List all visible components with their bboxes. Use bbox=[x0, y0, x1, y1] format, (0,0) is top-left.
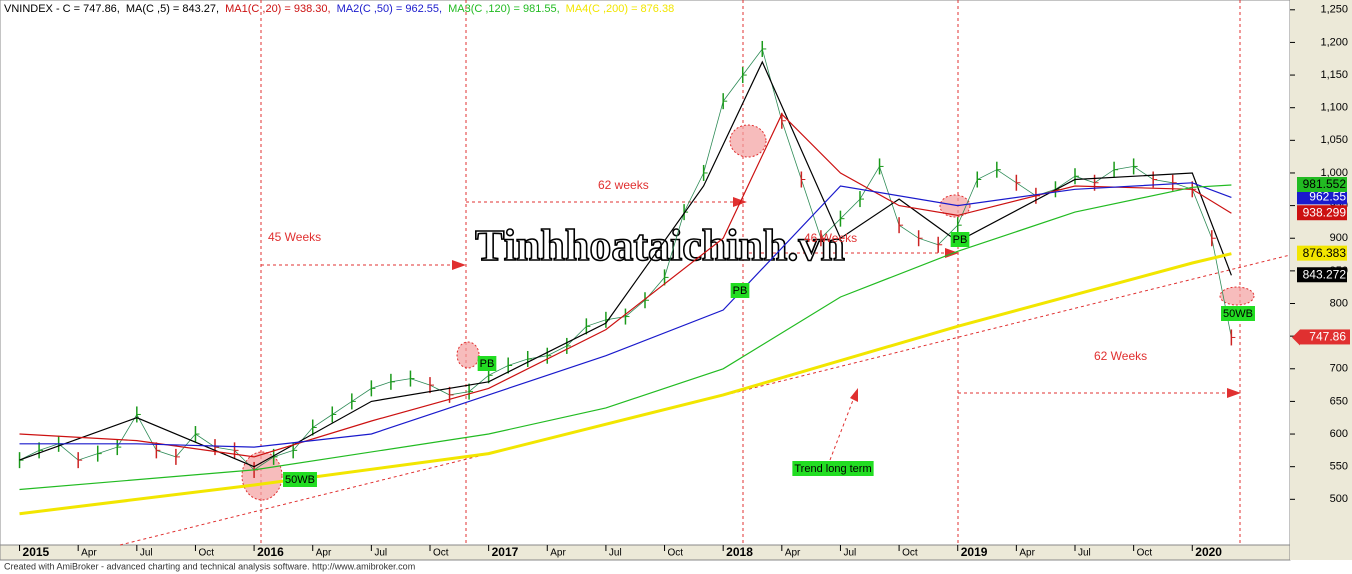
annotation: 50WB bbox=[1223, 308, 1253, 320]
annotation: PB bbox=[480, 358, 495, 370]
x-axis-bar bbox=[0, 544, 1291, 561]
legend-entry: MA1(C ,20) = 938.30, bbox=[225, 3, 330, 15]
x-tick-label: Jul bbox=[140, 548, 153, 559]
annotation: PB bbox=[953, 234, 968, 246]
y-tick-label: 550 bbox=[1330, 461, 1348, 473]
legend-entry: VNINDEX - C = 747.86, bbox=[4, 3, 120, 15]
legend-entry: MA3(C ,120) = 981.55, bbox=[448, 3, 560, 15]
annotation: 62 weeks bbox=[598, 178, 649, 192]
last-value-label: 747.86 bbox=[1309, 330, 1346, 344]
last-value-box bbox=[1297, 189, 1347, 205]
y-tick-label: 800 bbox=[1330, 297, 1348, 309]
y-tick-label: 1,000 bbox=[1320, 167, 1348, 179]
y-tick-label: 1,100 bbox=[1320, 102, 1348, 114]
x-tick-label: Oct bbox=[902, 548, 918, 559]
y-tick-label: 1,200 bbox=[1320, 36, 1348, 48]
annotation: 45 Weeks bbox=[268, 230, 321, 244]
last-value-box bbox=[1297, 177, 1347, 193]
x-tick-label: Oct bbox=[433, 548, 449, 559]
last-value-box bbox=[1297, 245, 1347, 261]
annotation: 46 Weeks bbox=[804, 231, 857, 245]
x-tick-label: Jul bbox=[1078, 548, 1091, 559]
annotation: 50WB bbox=[285, 474, 315, 486]
series-line bbox=[19, 184, 1232, 491]
x-tick-label: Jul bbox=[609, 548, 622, 559]
x-tick-label: Jul bbox=[843, 548, 856, 559]
last-value-box bbox=[1297, 267, 1347, 283]
x-tick-label: Apr bbox=[1019, 548, 1035, 559]
annotation: PB bbox=[733, 285, 748, 297]
series-line bbox=[19, 113, 1232, 458]
last-value-label: 962.55 bbox=[1309, 190, 1346, 204]
y-tick-label: 1,050 bbox=[1320, 134, 1348, 146]
annotation-box bbox=[1221, 306, 1255, 321]
annotation-box bbox=[792, 461, 874, 476]
legend-entry: MA4(C ,200) = 876.38 bbox=[566, 3, 675, 15]
annotation: Trend long term bbox=[794, 463, 871, 475]
x-tick-label: Oct bbox=[668, 548, 684, 559]
header: VNINDEX - C = 747.86, MA(C ,5) = 843.27, M… bbox=[4, 3, 674, 15]
series-line bbox=[19, 252, 1232, 516]
annotation: 62 Weeks bbox=[1094, 349, 1147, 363]
x-tick-label: 2019 bbox=[961, 545, 988, 559]
y-tick-label: 500 bbox=[1330, 493, 1348, 505]
annotation-box bbox=[730, 283, 750, 298]
series-line bbox=[19, 60, 1232, 468]
y-tick-label: 1,250 bbox=[1320, 4, 1348, 16]
x-tick-label: Apr bbox=[81, 548, 97, 559]
watermark: Tinhhoataichinh.vn bbox=[475, 221, 845, 270]
x-tick-label: Apr bbox=[785, 548, 801, 559]
legend-entry: MA2(C ,50) = 962.55, bbox=[337, 3, 442, 15]
x-tick-label: Apr bbox=[316, 548, 332, 559]
annotation-box bbox=[283, 472, 317, 487]
x-tick-label: Oct bbox=[1137, 548, 1153, 559]
series-line bbox=[19, 182, 1232, 448]
annotation-box bbox=[477, 356, 497, 371]
plot-area bbox=[0, 0, 1291, 546]
arrows bbox=[452, 197, 1241, 402]
x-tick-label: 2020 bbox=[1195, 545, 1222, 559]
last-value-label: 981.552 bbox=[1303, 177, 1347, 191]
x-tick-label: Oct bbox=[198, 548, 214, 559]
last-value-label: 876.383 bbox=[1303, 246, 1347, 260]
footer: Created with AmiBroker - advanced charti… bbox=[4, 561, 415, 571]
y-tick-label: 700 bbox=[1330, 363, 1348, 375]
last-value-box bbox=[1300, 329, 1350, 345]
x-tick-label: Apr bbox=[550, 548, 566, 559]
x-tick-label: Jul bbox=[374, 548, 387, 559]
y-tick-label: 900 bbox=[1330, 232, 1348, 244]
x-tick-label: 2017 bbox=[492, 545, 519, 559]
y-tick-label: 1,150 bbox=[1320, 69, 1348, 81]
last-arrow bbox=[1292, 329, 1300, 346]
y-tick-label: 650 bbox=[1330, 395, 1348, 407]
last-value-box bbox=[1297, 205, 1347, 221]
y-tick-label: 600 bbox=[1330, 428, 1348, 440]
x-tick-label: 2015 bbox=[23, 545, 50, 559]
last-value-label: 843.272 bbox=[1303, 267, 1347, 281]
last-value-label: 938.299 bbox=[1303, 205, 1347, 219]
x-tick-label: 2016 bbox=[257, 545, 284, 559]
annotation-box bbox=[950, 232, 970, 247]
x-tick-label: 2018 bbox=[726, 545, 753, 559]
highlights bbox=[241, 124, 1255, 501]
legend-entry: MA(C ,5) = 843.27, bbox=[126, 3, 219, 15]
